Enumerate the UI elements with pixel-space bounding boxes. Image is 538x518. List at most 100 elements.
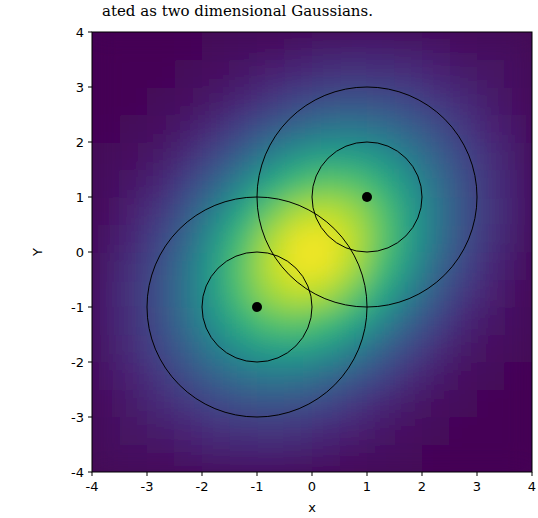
heatmap-cell: [505, 390, 533, 418]
heatmap-cell: [230, 390, 258, 418]
heatmap-cell: [312, 445, 340, 473]
heatmap-cell: [175, 362, 203, 390]
heatmap-cell: [422, 225, 450, 253]
heatmap-cell: [477, 197, 505, 225]
heatmap-cell: [477, 115, 505, 143]
heatmap-cell: [202, 252, 230, 280]
x-tick-label: 3: [473, 479, 481, 494]
circle: [147, 197, 367, 417]
heatmap-cell: [285, 390, 313, 418]
heatmap-cell: [477, 87, 505, 115]
heatmap-cell: [450, 60, 478, 88]
x-tick-label: -4: [86, 479, 99, 494]
heatmap-cell: [92, 417, 120, 445]
y-tick-label: -1: [71, 300, 84, 315]
heatmap-cell: [257, 335, 285, 363]
heatmap-cell: [257, 445, 285, 473]
heatmap-cell: [120, 280, 148, 308]
heatmap-cell: [422, 445, 450, 473]
heatmap-cell: [505, 252, 533, 280]
heatmap-cell: [395, 225, 423, 253]
heatmap-cell: [505, 417, 533, 445]
heatmap-cell: [312, 280, 340, 308]
heatmap-cell: [340, 87, 368, 115]
heatmap-cell: [202, 417, 230, 445]
heatmap-cell: [422, 115, 450, 143]
heatmap-cell: [202, 32, 230, 60]
heatmap-cell: [505, 225, 533, 253]
heatmap-cell: [367, 445, 395, 473]
heatmap-cell: [450, 32, 478, 60]
heatmap-cell: [340, 307, 368, 335]
heatmap-cell: [285, 142, 313, 170]
x-tick: [257, 472, 258, 476]
heatmap-cell: [202, 390, 230, 418]
heatmap-cell: [477, 362, 505, 390]
heatmap-cell: [367, 142, 395, 170]
heatmap-cell: [175, 170, 203, 198]
heatmap-cell: [175, 32, 203, 60]
y-tick: [88, 252, 92, 253]
heatmap-cell: [230, 197, 258, 225]
heatmap-cell: [285, 32, 313, 60]
heatmap-cell: [422, 32, 450, 60]
heatmap-cell: [505, 115, 533, 143]
heatmap-cell: [395, 335, 423, 363]
heatmap-cell: [367, 170, 395, 198]
heatmap-cell: [175, 417, 203, 445]
x-tick-label: -1: [251, 479, 264, 494]
heatmap-cell: [367, 362, 395, 390]
heatmap-cell: [230, 170, 258, 198]
heatmap-cell: [230, 142, 258, 170]
caption: ated as two dimensional Gaussians.: [102, 2, 373, 20]
heatmap-cell: [340, 417, 368, 445]
heatmap-cell: [422, 60, 450, 88]
heatmap-cell: [257, 280, 285, 308]
heatmap-cell: [312, 60, 340, 88]
x-tick-label: 0: [308, 479, 316, 494]
heatmap-cell: [120, 307, 148, 335]
heatmap-cell: [202, 280, 230, 308]
heatmap-cell: [395, 362, 423, 390]
heatmap-cell: [202, 170, 230, 198]
y-tick-label: 2: [76, 135, 84, 150]
heatmap-cell: [230, 362, 258, 390]
heatmap-cell: [312, 252, 340, 280]
plot-background: [92, 32, 532, 472]
heatmap-cell: [312, 390, 340, 418]
heatmap-cell: [340, 362, 368, 390]
heatmap-cell: [147, 390, 175, 418]
heatmap-cell: [340, 197, 368, 225]
heatmap-cell: [285, 362, 313, 390]
y-tick: [88, 307, 92, 308]
x-tick: [367, 472, 368, 476]
heatmap-cell: [92, 142, 120, 170]
y-tick: [88, 142, 92, 143]
heatmap-cell: [505, 335, 533, 363]
x-tick-label: 4: [528, 479, 536, 494]
heatmap-cell: [505, 170, 533, 198]
heatmap-cell: [120, 390, 148, 418]
heatmap-cell: [230, 115, 258, 143]
heatmap-cell: [312, 417, 340, 445]
heatmap-cell: [202, 225, 230, 253]
heatmap-cell: [340, 142, 368, 170]
heatmap-cell: [92, 115, 120, 143]
x-tick: [422, 472, 423, 476]
heatmap-cell: [450, 307, 478, 335]
heatmap-cell: [92, 60, 120, 88]
heatmap-cell: [92, 252, 120, 280]
heatmap-cell: [147, 280, 175, 308]
heatmap-cell: [202, 60, 230, 88]
heatmap-cell: [367, 252, 395, 280]
heatmap-cell: [175, 445, 203, 473]
heatmap-cell: [450, 390, 478, 418]
heatmap-cell: [505, 280, 533, 308]
heatmap-cell: [175, 60, 203, 88]
heatmap-cell: [340, 32, 368, 60]
x-axis-label: x: [308, 500, 316, 515]
plot-area: [92, 32, 532, 472]
heatmap-cell: [92, 32, 120, 60]
heatmap-cell: [367, 225, 395, 253]
heatmap-cell: [450, 252, 478, 280]
